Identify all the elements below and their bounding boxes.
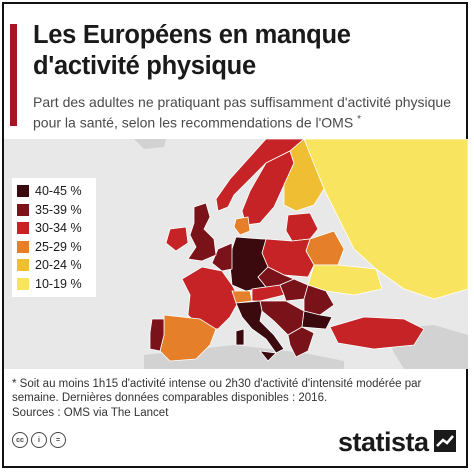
country-bulgaria [301,310,333,330]
legend-item: 40-45 % [12,182,96,201]
country-turkey [329,316,425,350]
legend-item: 25-29 % [12,238,96,257]
map-legend: 40-45 % 35-39 % 30-34 % 25-29 % 20-24 % … [12,178,96,297]
country-sicily [259,350,277,362]
legend-item: 35-39 % [12,201,96,220]
legend-label: 10-19 % [35,276,82,291]
legend-label: 20-24 % [35,258,82,273]
legend-label: 35-39 % [35,202,82,217]
country-benelux [211,242,233,272]
country-portugal [149,318,165,352]
subtitle-text: Part des adultes ne pratiquant pas suffi… [33,94,451,131]
legend-swatch [17,203,29,216]
accent-bar [10,24,17,126]
country-greece [287,326,315,358]
legend-swatch [17,222,29,235]
legend-swatch [17,277,29,290]
chart-subtitle: Part des adultes ne pratiquant pas suffi… [33,93,463,132]
legend-label: 25-29 % [35,239,82,254]
country-denmark [233,216,251,236]
legend-item: 20-24 % [12,256,96,275]
statista-mark-icon [434,430,456,452]
country-sardinia [235,328,245,346]
country-finland [283,139,325,212]
country-italy [235,300,285,354]
subtitle-footnote-mark: * [357,114,361,125]
country-france [181,266,241,330]
legend-label: 30-34 % [35,221,82,236]
europe-map [4,139,468,369]
cc-icon[interactable]: cc [12,432,28,448]
chart-title: Les Européens en manque d'activité physi… [33,21,351,80]
legend-label: 40-45 % [35,184,82,199]
country-ireland [165,226,189,252]
by-icon[interactable]: i [31,432,47,448]
iceland-land [134,139,166,149]
statista-logo[interactable]: statista [338,427,429,457]
legend-item: 10-19 % [12,275,96,294]
country-united-kingdom [187,202,217,262]
legend-swatch [17,240,29,253]
license-icons[interactable]: cc i = [12,432,66,448]
country-switzerland [231,290,253,304]
nd-icon[interactable]: = [50,432,66,448]
source-line: Sources : OMS via The Lancet [12,407,169,419]
legend-swatch [17,185,29,198]
legend-swatch [17,259,29,272]
footnote: * Soit au moins 1h15 d'activité intense … [12,378,422,404]
legend-item: 30-34 % [12,219,96,238]
